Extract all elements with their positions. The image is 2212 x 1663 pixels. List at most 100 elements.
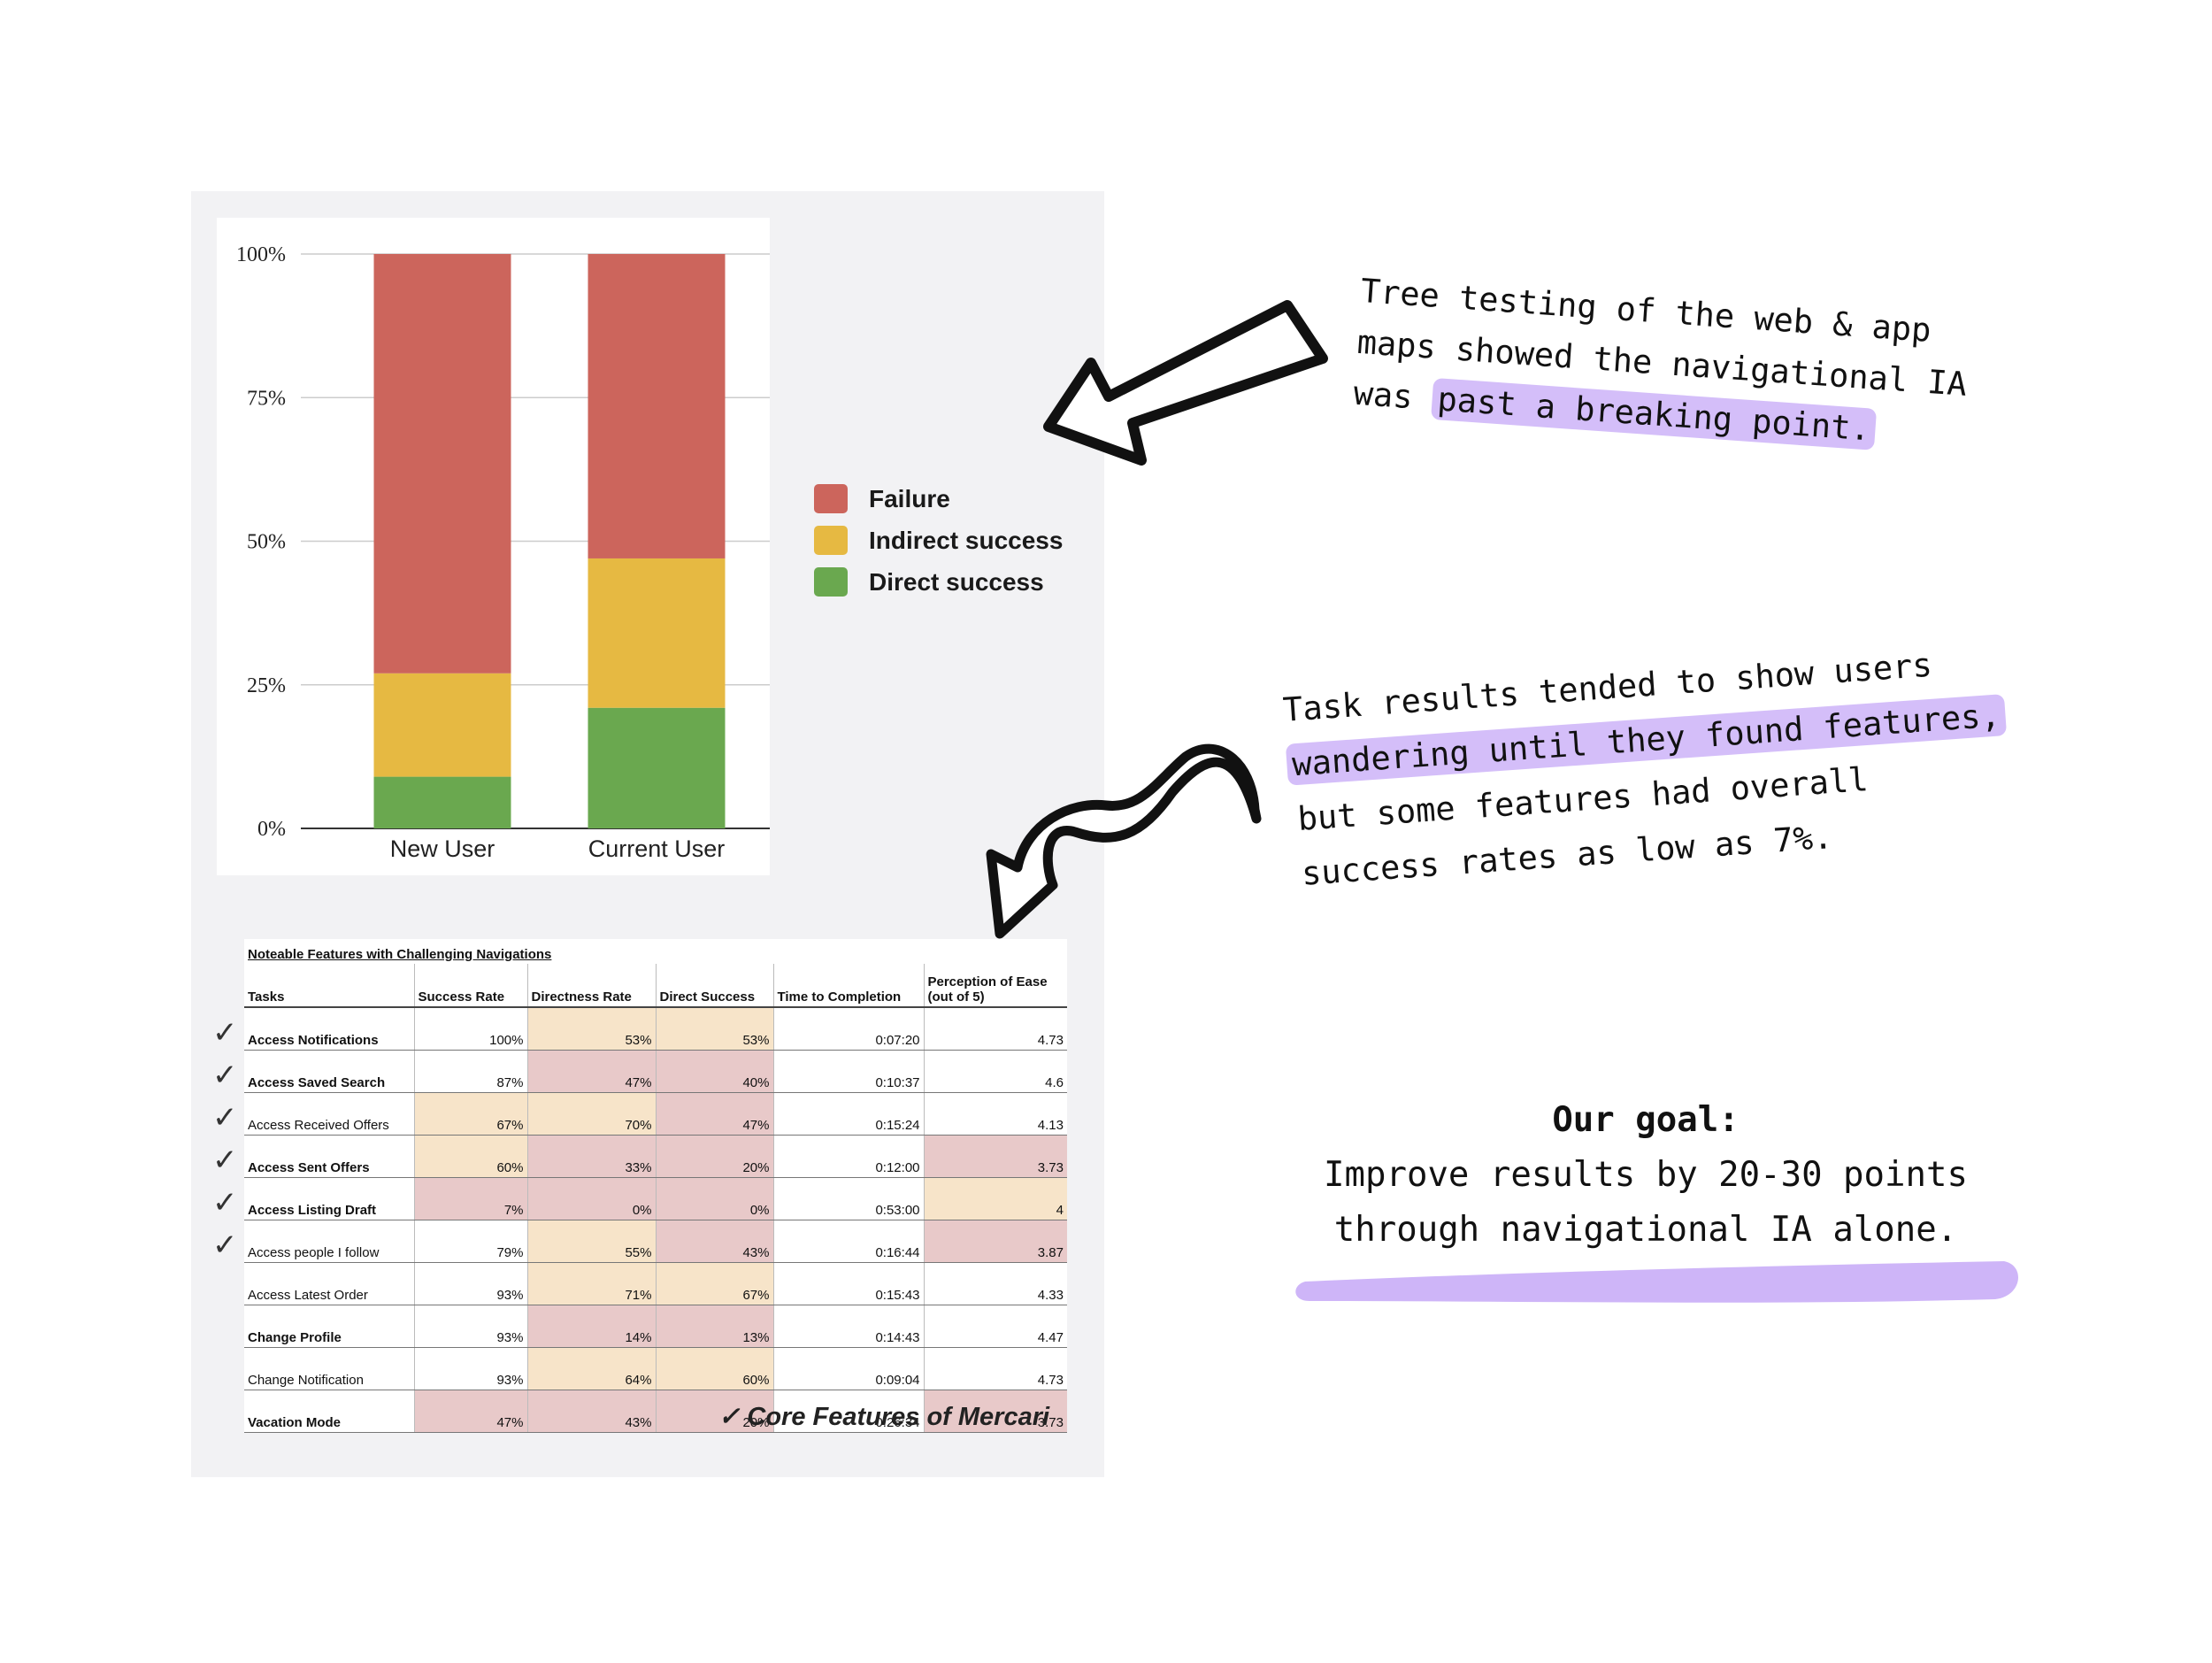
table-cell: 93% [414,1347,528,1390]
core-features-label: Core Features of Mercari [747,1403,1050,1431]
table-cell: 3.87 [924,1220,1067,1263]
legend-swatch-direct [814,567,848,597]
x-tick-label: New User [390,835,495,862]
table-cell: 47% [527,1050,657,1093]
legend-label: Failure [869,484,950,512]
task-name-cell: Access Listing Draft [244,1177,415,1220]
table-cell: 20% [656,1390,774,1433]
task-name-cell: Access people I follow [244,1220,415,1263]
table-cell: 0:12:00 [773,1135,925,1178]
table-caption: Noteable Features with Challenging Navig… [248,947,552,962]
table-row: Access Saved Search 87% 47% 40% 0:10:37 4.6 [244,1050,1067,1093]
table-cell: 40% [656,1050,774,1093]
table-body: Noteable Features with Challenging Navig… [244,939,1067,1433]
table-header: Directness Rate [527,964,657,1008]
table-cell: 4.6 [924,1050,1067,1093]
check-icon: ✓ [212,1184,238,1220]
task-name-cell: Access Notifications [244,1007,415,1051]
bar-segment-direct-success [588,707,726,828]
bar-segment-failure [588,254,726,558]
table-cell: 53% [527,1007,657,1051]
table-cell: 0:16:44 [773,1220,925,1263]
table-header: Direct Success [656,964,774,1008]
core-features-note: ✓ Core Features of Mercari [718,1401,1049,1432]
task-name-cell: Change Profile [244,1305,415,1348]
note-task-results: Task results tended to show users wander… [1281,633,2015,902]
y-tick-label: 25% [247,674,286,697]
bar-segment-indirect-success [373,673,511,777]
table-cell: 13% [656,1305,774,1348]
table-cell: 53% [656,1007,774,1051]
table-header-row: Tasks Success Rate Directness Rate Direc… [244,964,1067,1008]
task-name-cell: Access Latest Order [244,1262,415,1305]
table-header: Time to Completion [773,964,925,1008]
table-cell: 0:53:00 [773,1177,925,1220]
goal-title: Our goal: [1552,1100,1740,1140]
x-tick-label: Current User [588,835,726,862]
table-cell: 93% [414,1305,528,1348]
legend-label: Indirect success [869,526,1064,554]
task-name-cell: Vacation Mode [244,1390,415,1433]
bar-segment-direct-success [373,776,511,828]
table-header: Perception of Ease (out of 5) [924,964,1067,1008]
table-cell: 43% [527,1390,657,1433]
table-row: Access Sent Offers 60% 33% 20% 0:12:00 3.73 [244,1135,1067,1178]
y-tick-label: 0% [257,818,286,841]
table-caption-row: Noteable Features with Challenging Navig… [244,939,1067,964]
goal-line: through navigational IA alone. [1333,1210,1958,1250]
table-header: Tasks [244,964,415,1008]
task-name-cell: Change Notification [244,1347,415,1390]
legend-swatch-failure [814,484,848,513]
legend-label: Direct success [869,567,1044,596]
table-row: Vacation Mode 47% 43% 20% 0:26:34 3.73 [244,1390,1067,1433]
table-cell: 0:15:24 [773,1092,925,1136]
table-cell: 0:10:37 [773,1050,925,1093]
y-tick-label: 100% [236,243,286,266]
table-cell: 14% [527,1305,657,1348]
table-cell: 3.73 [924,1135,1067,1178]
note-tree-testing: Tree testing of the web & app maps showe… [1352,266,1972,462]
legend-swatch-indirect [814,526,848,555]
task-name-cell: Access Received Offers [244,1092,415,1136]
check-icon: ✓ [212,1099,238,1136]
check-icon: ✓ [212,1014,238,1051]
table-cell: 0% [527,1177,657,1220]
legend-item-indirect: Indirect success [814,520,1063,561]
table-cell: 0:07:20 [773,1007,925,1051]
table-row: Change Notification 93% 64% 60% 0:09:04 4.73 [244,1347,1067,1390]
table-row: Access Listing Draft 7% 0% 0% 0:53:00 4 [244,1177,1067,1220]
table-cell: 87% [414,1050,528,1093]
table-cell: 4.73 [924,1007,1067,1051]
table-cell: 55% [527,1220,657,1263]
table-row: Access Received Offers 67% 70% 47% 0:15:24 4.… [244,1092,1067,1136]
table-row: Change Profile 93% 14% 13% 0:14:43 4.47 [244,1305,1067,1348]
chart-legend: Failure Indirect success Direct success [814,478,1063,603]
table-header: Success Rate [414,964,528,1008]
stacked-bar-chart: 0% 25% 50% 75% 100% New User Current User [217,218,770,875]
table-cell: 67% [414,1092,528,1136]
goal-line: Improve results by 20-30 points [1324,1155,1968,1195]
table-cell: 0:26:34 [773,1390,925,1433]
table-cell: 47% [414,1390,528,1433]
table-cell: 4.13 [924,1092,1067,1136]
check-icon: ✓ [718,1403,741,1431]
table-cell: 60% [414,1135,528,1178]
legend-item-direct: Direct success [814,561,1063,603]
note1-line3-pre: was [1352,373,1434,418]
bar-segment-indirect-success [588,558,726,708]
legend-item-failure: Failure [814,478,1063,520]
table-cell: 4.47 [924,1305,1067,1348]
chart-svg: 0% 25% 50% 75% 100% New User Current User [236,243,770,862]
table-cell: 0% [656,1177,774,1220]
task-name-cell: Access Saved Search [244,1050,415,1093]
table-cell: 43% [656,1220,774,1263]
table-cell: 67% [656,1262,774,1305]
table-cell: 64% [527,1347,657,1390]
table-cell: 93% [414,1262,528,1305]
table-cell: 4.73 [924,1347,1067,1390]
table-row: Access Notifications 100% 53% 53% 0:07:20 4.7… [244,1007,1067,1051]
table-cell: 4.33 [924,1262,1067,1305]
y-tick-label: 50% [247,531,286,554]
table-cell: 71% [527,1262,657,1305]
check-icon: ✓ [212,1227,238,1263]
